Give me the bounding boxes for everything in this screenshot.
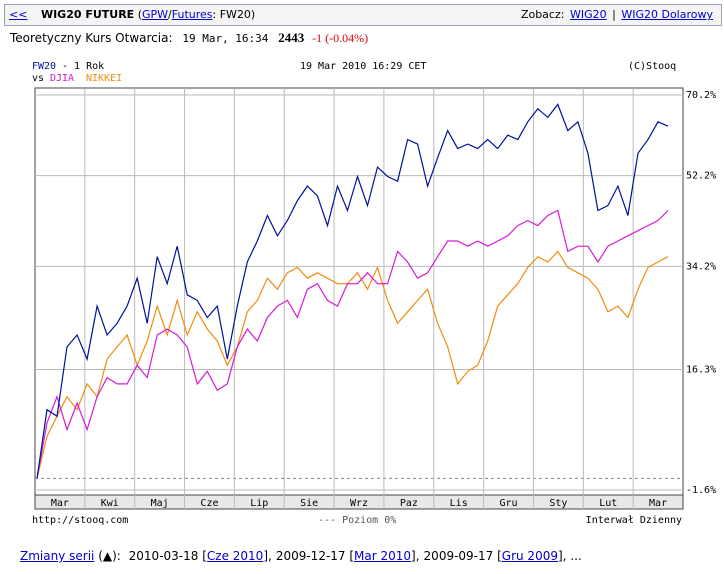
entry-link[interactable]: Cze 2010 xyxy=(206,549,264,563)
entry-end: ], xyxy=(263,549,272,563)
series-line xyxy=(36,103,669,479)
y-tick-label: 34.2% xyxy=(686,261,716,272)
x-tick-label: Kwi xyxy=(101,498,119,509)
footer: Zmiany serii (▲): 2010-03-18 [Cze 2010],… xyxy=(20,549,582,563)
quote-label: Teoretyczny Kurs Otwarcia: xyxy=(10,31,173,45)
entry-date: 2009-12-17 [ xyxy=(275,549,355,563)
legend-entry: DJIA xyxy=(50,73,74,84)
see-link[interactable]: WIG20 xyxy=(569,8,607,21)
arrow: (▲): xyxy=(98,549,121,563)
x-tick-label: Cze xyxy=(200,498,218,509)
series-changes-link[interactable]: Zmiany serii xyxy=(20,549,95,563)
x-tick-label: Wrz xyxy=(350,498,368,509)
see-link[interactable]: WIG20 Dolarowy xyxy=(621,8,713,21)
more: ... xyxy=(570,549,582,563)
entry-date: 2009-09-17 [ xyxy=(423,549,502,563)
chart-date: 19 Mar 2010 16:29 CET xyxy=(300,61,426,72)
header-bar: << WIG20 FUTURE (GPW/Futures: FW20) Zoba… xyxy=(4,4,722,26)
quote-price: 2443 xyxy=(278,30,305,45)
market-link[interactable]: GPW xyxy=(142,8,169,21)
x-tick-label: Lis xyxy=(450,498,468,509)
copyright: (C)Stooq xyxy=(628,61,676,72)
entries: 2010-03-18 [Cze 2010], 2009-12-17 [Mar 20… xyxy=(125,549,567,563)
legend-vs: vs xyxy=(32,73,44,84)
legend-entry: NIKKEI xyxy=(86,73,122,84)
x-tick-label: Paz xyxy=(400,498,418,509)
x-tick-label: Sie xyxy=(300,498,318,509)
symbol: : FW20) xyxy=(212,8,256,21)
x-tick-label: Lip xyxy=(250,498,268,509)
source-sep: / xyxy=(168,8,172,21)
plot-area xyxy=(34,87,684,496)
legend-entry: FW20 xyxy=(32,61,56,72)
quote-time: 19 Mar, 16:34 xyxy=(182,32,269,45)
see-sep: | xyxy=(612,8,616,21)
x-tick-label: Mar xyxy=(649,498,667,509)
chart-period: - 1 Rok xyxy=(62,61,104,72)
quote-change: -1 xyxy=(312,31,323,45)
back-link[interactable]: << xyxy=(9,8,28,21)
baseline-label: --- Poziom 0% xyxy=(318,515,396,526)
entry-link[interactable]: Mar 2010 xyxy=(354,549,412,563)
x-tick-label: Sty xyxy=(549,498,567,509)
x-tick-label: Maj xyxy=(151,498,169,509)
entry-end: ], xyxy=(557,549,567,563)
source-url: http://stooq.com xyxy=(32,515,128,526)
interval: Interwał Dzienny xyxy=(586,515,682,526)
instrument-title: WIG20 FUTURE xyxy=(40,8,135,21)
x-axis-band xyxy=(34,494,684,510)
entry-date: 2010-03-18 [ xyxy=(128,549,207,563)
y-tick-label: 52.2% xyxy=(686,171,716,182)
futures-link[interactable]: Futures xyxy=(171,8,213,21)
x-tick-label: Gru xyxy=(500,498,518,509)
y-tick-label: 70.2% xyxy=(686,90,716,101)
series-line xyxy=(36,250,669,479)
y-tick-label: 16.3% xyxy=(686,365,716,376)
series-line xyxy=(36,209,669,479)
entry-link[interactable]: Gru 2009 xyxy=(501,549,558,563)
see-also: Zobacz: WIG20 | WIG20 Dolarowy xyxy=(521,5,715,25)
y-tick-label: -1.6% xyxy=(686,485,716,496)
source-paren: ( xyxy=(137,8,142,21)
x-tick-label: Lut xyxy=(599,498,617,509)
quote-change-pct: (-0.04%) xyxy=(325,31,369,45)
see-label: Zobacz: xyxy=(520,8,565,21)
entry-end: ], xyxy=(411,549,420,563)
x-tick-label: Mar xyxy=(51,498,69,509)
quote-line: Teoretyczny Kurs Otwarcia: 19 Mar, 16:34… xyxy=(10,30,374,46)
